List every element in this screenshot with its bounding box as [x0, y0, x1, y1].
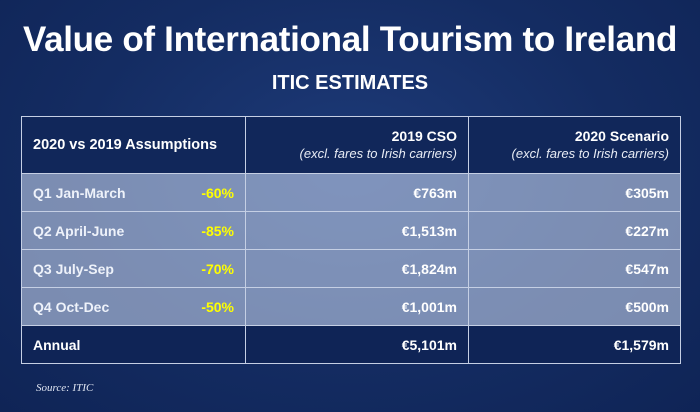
scenario-2020-value: €500m [468, 287, 681, 326]
period-label: Q4 Oct-Dec [33, 298, 110, 315]
header-2019-cso: 2019 CSO (excl. fares to Irish carriers) [245, 116, 469, 174]
header-assumptions: 2020 vs 2019 Assumptions [21, 116, 246, 174]
period-cell: Q1 Jan-March -60% [21, 173, 246, 212]
header-2019-cso-sublabel: (excl. fares to Irish carriers) [299, 146, 457, 161]
total-label: Annual [21, 325, 246, 364]
table-row: Q4 Oct-Dec -50% €1,001m €500m [21, 287, 681, 326]
total-row: Annual €5,101m €1,579m [21, 325, 681, 364]
scenario-2020-value: €305m [468, 173, 681, 212]
header-2019-cso-label: 2019 CSO [391, 128, 457, 144]
change-percent: -50% [201, 298, 234, 315]
change-percent: -70% [201, 260, 234, 277]
source-note: Source: ITIC [36, 382, 94, 394]
period-cell: Q3 July-Sep -70% [21, 249, 246, 288]
table-row: Q2 April-June -85% €1,513m €227m [21, 211, 681, 250]
header-assumptions-label: 2020 vs 2019 Assumptions [33, 137, 218, 153]
cso-2019-value: €763m [245, 173, 469, 212]
scenario-2020-value: €227m [468, 211, 681, 250]
change-percent: -60% [201, 184, 234, 201]
period-label: Q3 July-Sep [33, 260, 114, 277]
scenario-2020-value: €547m [468, 249, 681, 288]
period-label: Q1 Jan-March [33, 184, 126, 201]
table-header-row: 2020 vs 2019 Assumptions 2019 CSO (excl.… [21, 116, 681, 174]
header-2020-scenario-label: 2020 Scenario [574, 128, 669, 144]
table-row: Q1 Jan-March -60% €763m €305m [21, 173, 681, 212]
total-cso-2019-value: €5,101m [245, 325, 469, 364]
cso-2019-value: €1,513m [245, 211, 469, 250]
page-title: Value of International Tourism to Irelan… [22, 20, 678, 59]
period-cell: Q2 April-June -85% [21, 211, 246, 250]
header-2020-scenario-sublabel: (excl. fares to Irish carriers) [511, 146, 669, 161]
header-2020-scenario: 2020 Scenario (excl. fares to Irish carr… [468, 116, 681, 174]
cso-2019-value: €1,824m [245, 249, 469, 288]
total-scenario-2020-value: €1,579m [468, 325, 681, 364]
cso-2019-value: €1,001m [245, 287, 469, 326]
tourism-table: 2020 vs 2019 Assumptions 2019 CSO (excl.… [21, 116, 681, 364]
table-row: Q3 July-Sep -70% €1,824m €547m [21, 249, 681, 288]
change-percent: -85% [201, 222, 234, 239]
period-cell: Q4 Oct-Dec -50% [21, 287, 246, 326]
period-label: Q2 April-June [33, 222, 125, 239]
page-subtitle: ITIC ESTIMATES [271, 72, 429, 94]
